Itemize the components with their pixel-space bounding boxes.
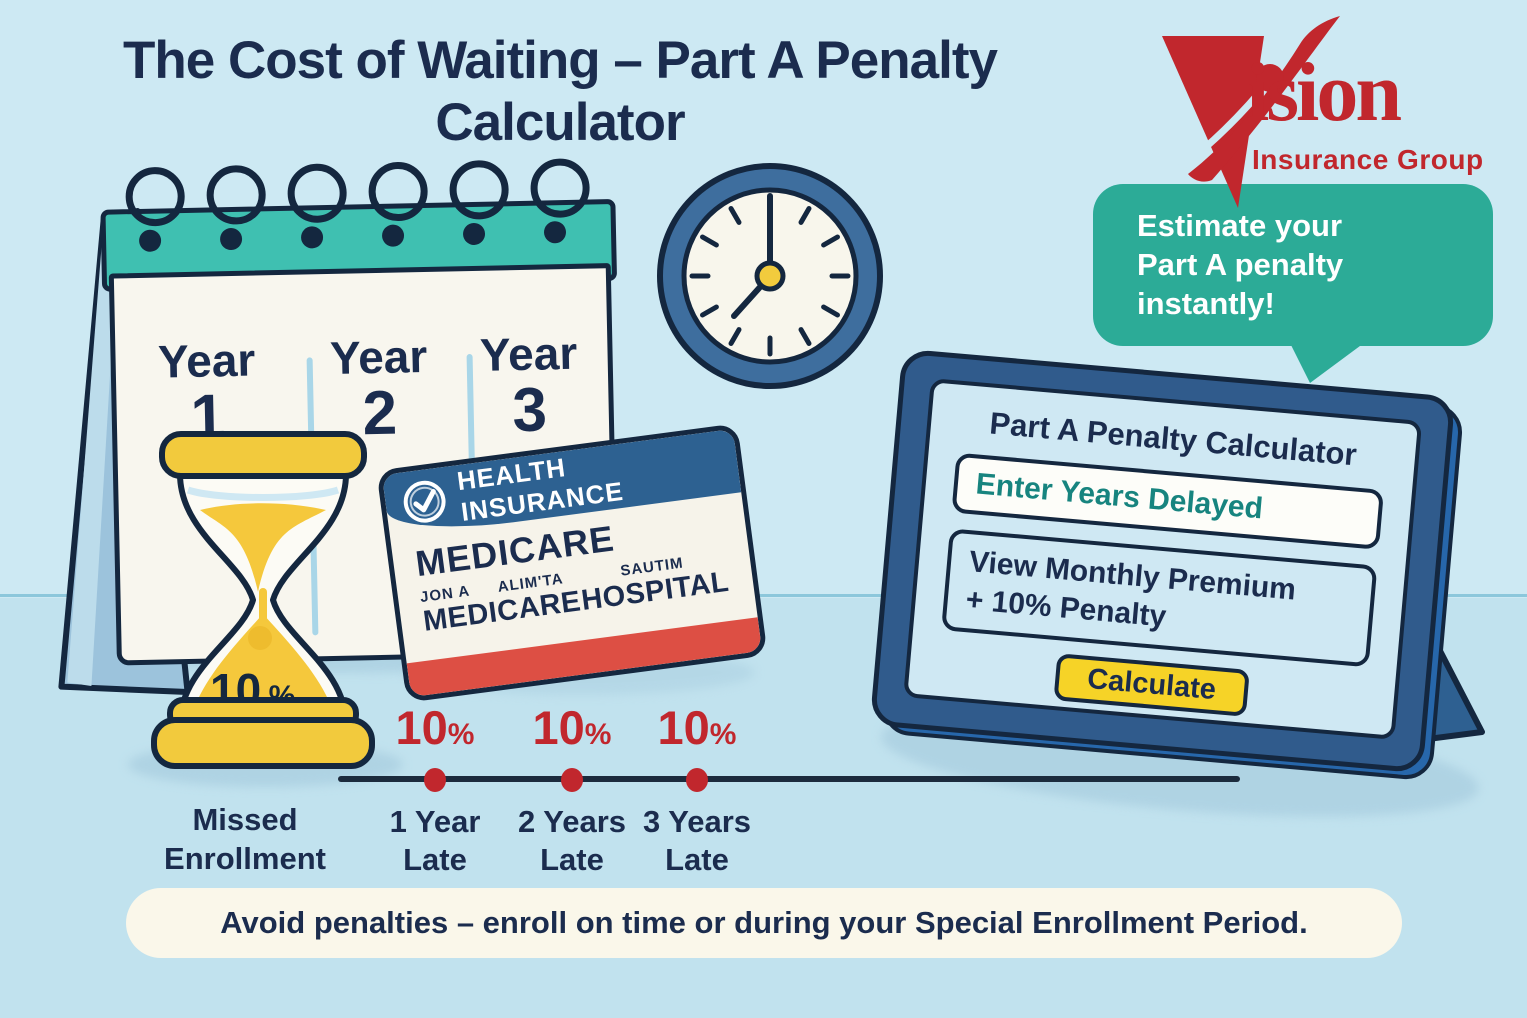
footer-banner: Avoid penalties – enroll on time or duri… bbox=[126, 888, 1402, 958]
timeline-dot-year3 bbox=[686, 768, 708, 792]
timeline-axis bbox=[338, 776, 1240, 782]
speech-bubble-line3: instantly! bbox=[1137, 286, 1275, 321]
timeline-label-2years: 2 Years Late bbox=[497, 803, 647, 879]
penalty-badge-year2: 10% bbox=[517, 700, 627, 755]
calendar-column-year3: Year 3 bbox=[451, 326, 607, 446]
logo-tagline: Insurance Group bbox=[1252, 144, 1484, 175]
penalty-percent: % bbox=[447, 718, 475, 751]
card-checkmark-icon bbox=[403, 480, 446, 523]
speech-bubble-line2: Part A penalty bbox=[1137, 247, 1344, 282]
timeline-label-line2: Late bbox=[403, 842, 467, 877]
speech-bubble-tail bbox=[1290, 343, 1364, 383]
footer-message: Avoid penalties – enroll on time or duri… bbox=[220, 905, 1308, 940]
penalty-number: 10 bbox=[657, 701, 710, 754]
origin-line2: Enrollment bbox=[164, 841, 326, 876]
speech-bubble: Estimate your Part A penalty instantly! bbox=[1093, 184, 1493, 346]
calculate-button[interactable]: Calculate bbox=[1053, 653, 1250, 717]
logo-wordmark: ision bbox=[1246, 46, 1402, 139]
timeline-label-line2: Late bbox=[665, 842, 729, 877]
page-title: The Cost of Waiting – Part A Penalty Cal… bbox=[60, 30, 1060, 154]
penalty-number: 10 bbox=[395, 701, 448, 754]
penalty-percent: % bbox=[584, 718, 612, 751]
penalty-badge-year3: 10% bbox=[642, 700, 752, 755]
calendar-spiral-rings-icon bbox=[125, 158, 590, 252]
timeline-dot-year2 bbox=[561, 768, 583, 792]
timeline-origin-label: Missed Enrollment bbox=[135, 800, 355, 878]
tablet-device: Part A Penalty Calculator Enter Years De… bbox=[869, 348, 1456, 774]
premium-result-display: View Monthly Premium + 10% Penalty bbox=[941, 528, 1378, 668]
wall-clock-icon bbox=[657, 163, 883, 389]
penalty-percent: % bbox=[709, 718, 737, 751]
timeline-label-1year: 1 Year Late bbox=[360, 803, 510, 879]
year-label: Year bbox=[479, 326, 578, 381]
timeline-label-line2: Late bbox=[540, 842, 604, 877]
penalty-number: 10 bbox=[532, 701, 585, 754]
medicare-insurance-card: HEALTH INSURANCE MEDICARE JON A ALIM'TA … bbox=[376, 423, 768, 703]
penalty-badge-year1: 10% bbox=[380, 700, 490, 755]
timeline-label-line1: 1 Year bbox=[389, 804, 481, 839]
page-title-line2: Calculator bbox=[435, 93, 685, 152]
card-header-band: HEALTH INSURANCE bbox=[381, 428, 742, 539]
timeline-label-line1: 3 Years bbox=[642, 804, 752, 839]
year-label: Year bbox=[157, 333, 256, 388]
calendar-illustration: Year 1 Year 2 Year 3 bbox=[35, 158, 626, 696]
timeline-dot-year1 bbox=[424, 768, 446, 792]
wall-table-divider bbox=[0, 594, 1527, 597]
speech-bubble-line1: Estimate your bbox=[1137, 208, 1343, 243]
year-label: Year bbox=[329, 329, 428, 384]
timeline-label-line1: 2 Years bbox=[517, 804, 627, 839]
logo-v-checkmark-icon bbox=[1162, 16, 1340, 208]
timeline-label-3years: 3 Years Late bbox=[622, 803, 772, 879]
hourglass-icon: 10 % bbox=[151, 431, 375, 769]
vision-insurance-logo: ision Insurance Group bbox=[1150, 10, 1510, 208]
tablet-screen: Part A Penalty Calculator Enter Years De… bbox=[903, 378, 1423, 740]
page-title-line1: The Cost of Waiting – Part A Penalty bbox=[123, 31, 998, 90]
year-number: 3 bbox=[511, 375, 548, 446]
origin-line1: Missed bbox=[192, 802, 298, 837]
